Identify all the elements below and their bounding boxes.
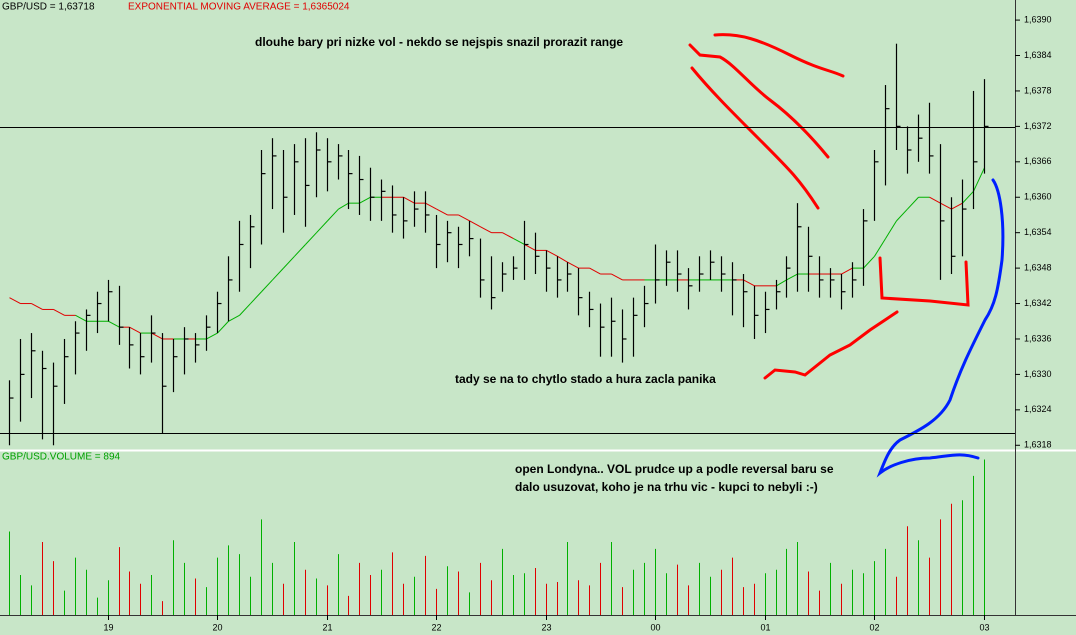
red-stroke: [763, 310, 899, 380]
ema-segment: [206, 332, 218, 340]
y-tick-label: 1,6336: [1024, 333, 1052, 343]
y-tick-label: 1,6324: [1024, 404, 1052, 414]
freehand-blue: [876, 178, 1005, 478]
ema-segment: [305, 232, 317, 245]
ema-segment: [228, 314, 240, 322]
y-tick-label: 1,6390: [1024, 14, 1052, 24]
ema-segment: [327, 208, 339, 222]
y-tick-label: 1,6384: [1024, 50, 1052, 60]
x-tick-label: 00: [650, 622, 660, 632]
ema-segment: [469, 220, 481, 228]
y-tick-label: 1,6354: [1024, 227, 1052, 237]
y-tick-label: 1,6342: [1024, 298, 1052, 308]
ema-segment: [403, 196, 415, 204]
ema-segment: [743, 279, 755, 287]
ema-segment: [31, 303, 43, 310]
ema-segment: [151, 332, 163, 340]
ema-segment: [338, 202, 349, 210]
ema-segment: [589, 267, 601, 275]
ema-segment: [524, 244, 536, 251]
x-tick-label: 02: [869, 622, 879, 632]
y-tick-label: 1,6318: [1024, 440, 1052, 450]
ema-segment: [217, 320, 229, 334]
x-tick-label: 21: [322, 622, 332, 632]
annotation: dalo usuzovat, koho je na trhu vic - kup…: [515, 480, 818, 494]
x-tick-label: 03: [979, 622, 989, 632]
volume-label: GBP/USD.VOLUME = 894: [2, 452, 121, 463]
x-tick-label: 22: [431, 622, 441, 632]
ema-segment: [557, 255, 568, 263]
annotation: open Londyna.. VOL prudce up a podle rev…: [515, 462, 834, 476]
ema-segment: [611, 273, 623, 281]
ema-segment: [239, 303, 251, 316]
y-tick-label: 1,6330: [1024, 369, 1052, 379]
ema-segment: [425, 202, 437, 210]
y-tick-label: 1,6366: [1024, 156, 1052, 166]
annotation: tady se na to chytlo stado a hura zacla …: [455, 372, 716, 386]
ema-segment: [973, 167, 985, 192]
red-stroke: [713, 33, 845, 78]
ema-segment: [874, 238, 886, 257]
ema-segment: [907, 196, 919, 210]
ema-segment: [480, 226, 492, 234]
ema-segment: [316, 220, 328, 234]
y-tick-label: 1,6372: [1024, 121, 1052, 131]
ema-segment: [863, 255, 875, 269]
ema-segment: [129, 326, 141, 334]
ema-segment: [53, 309, 65, 316]
chart-title: GBP/USD = 1,63718: [2, 2, 95, 13]
ema-segment: [294, 244, 306, 257]
red-stroke: [690, 66, 820, 210]
ema-segment: [940, 202, 952, 210]
x-tick-label: 19: [103, 622, 113, 632]
ema-segment: [567, 261, 579, 269]
ema-segment: [929, 196, 941, 204]
ema-segment: [962, 190, 974, 204]
ema-label: EXPONENTIAL MOVING AVERAGE = 1,6365024: [128, 2, 350, 13]
ema-segment: [108, 320, 120, 328]
y-tick-label: 1,6360: [1024, 192, 1052, 202]
ema-segment: [776, 279, 787, 287]
freehand-red: [688, 33, 970, 380]
ema-segment: [885, 220, 897, 239]
ema-segment: [951, 202, 963, 210]
ema-segment: [513, 238, 525, 245]
ema-segment: [261, 279, 273, 293]
annotation: dlouhe bary pri nizke vol - nekdo se nej…: [255, 35, 623, 49]
ema-segment: [786, 273, 798, 281]
x-tick-label: 20: [212, 622, 222, 632]
ema-segment: [75, 314, 87, 322]
ema-segment: [250, 291, 262, 304]
ema-segment: [841, 267, 853, 275]
ema-segment: [436, 208, 448, 216]
ema-segment: [502, 232, 514, 240]
red-stroke: [688, 43, 830, 159]
red-stroke: [878, 256, 970, 307]
ema-segment: [458, 214, 470, 222]
ema-segment: [272, 267, 284, 281]
y-tick-label: 1,6378: [1024, 85, 1052, 95]
ema-segment: [896, 208, 908, 222]
ema-segment: [9, 297, 21, 304]
ema-segment: [546, 249, 558, 257]
ema-segment: [283, 255, 295, 269]
ema-segment: [359, 196, 371, 204]
y-tick-label: 1,6348: [1024, 262, 1052, 272]
x-tick-label: 23: [541, 622, 551, 632]
x-tick-label: 01: [760, 622, 770, 632]
